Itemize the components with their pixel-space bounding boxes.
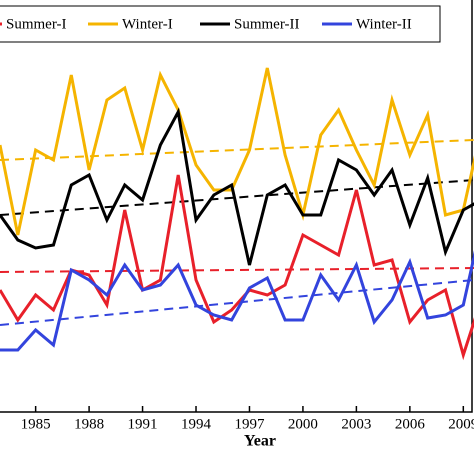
x-tick-label: 2000 [288, 416, 318, 432]
legend-label: Winter-I [122, 16, 173, 32]
x-tick-label: 2009 [448, 416, 474, 432]
x-tick-label: 1994 [181, 416, 212, 432]
trend-line [0, 139, 474, 161]
trend-line [0, 179, 474, 216]
legend-label: Summer-I [6, 16, 67, 32]
x-tick-label: 2003 [341, 416, 371, 432]
series-line [0, 107, 474, 266]
legend-label: Winter-II [356, 16, 412, 32]
x-tick-label: 1997 [234, 416, 265, 432]
series-line [0, 67, 474, 236]
trend-line [0, 279, 474, 326]
x-tick-label: 1991 [128, 416, 158, 432]
x-tick-label: 1985 [21, 416, 51, 432]
series-line [0, 174, 474, 361]
x-tick-label: 2006 [395, 416, 426, 432]
series-line [0, 250, 474, 352]
legend-label: Summer-II [234, 16, 300, 32]
x-tick-label: 1988 [74, 416, 104, 432]
x-axis-label: Year [244, 433, 276, 450]
